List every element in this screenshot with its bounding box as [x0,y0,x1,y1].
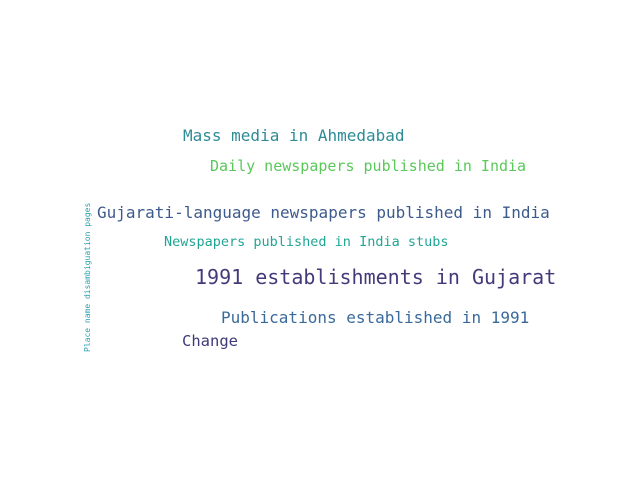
word-place-name-disambiguation-pages: Place name disambiguation pages [83,202,92,352]
word-publications-established-in-1991: Publications established in 1991 [221,308,530,327]
word-daily-newspapers-published-in-india: Daily newspapers published in India [210,157,527,175]
word-gujarati-language-newspapers: Gujarati-language newspapers published i… [97,203,550,222]
word-newspapers-published-in-india-stubs: Newspapers published in India stubs [164,234,449,250]
word-mass-media-in-ahmedabad: Mass media in Ahmedabad [183,126,405,145]
word-1991-establishments-in-gujarat: 1991 establishments in Gujarat [195,265,557,289]
word-change: Change [182,332,238,350]
